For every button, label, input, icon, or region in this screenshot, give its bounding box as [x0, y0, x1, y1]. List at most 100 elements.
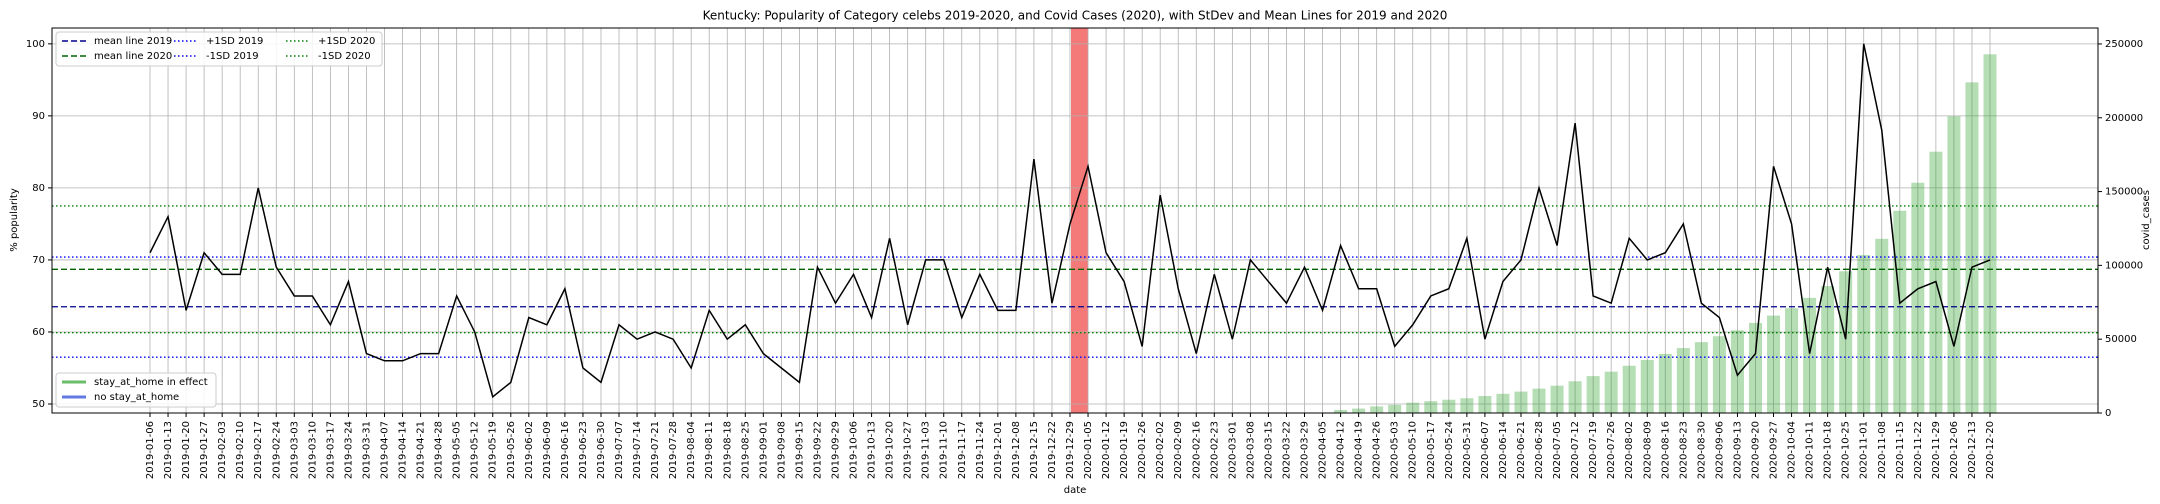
x-tick-label: 2019-06-30 — [596, 421, 607, 479]
x-tick-label: 2020-05-17 — [1426, 421, 1437, 479]
x-tick-label: 2020-10-04 — [1787, 421, 1798, 479]
x-tick-label: 2019-07-21 — [650, 421, 661, 479]
bar — [1568, 381, 1582, 413]
y2-tick-label: 200000 — [2105, 113, 2143, 124]
x-tick-label: 2019-12-15 — [1029, 421, 1040, 479]
bar — [1947, 116, 1961, 413]
legend-box — [55, 31, 383, 67]
x-tick-label: 2019-03-17 — [325, 421, 336, 479]
x-tick-label: 2019-11-03 — [921, 421, 932, 479]
x-tick-label: 2020-12-20 — [1985, 421, 1996, 479]
x-axis-label: date — [1064, 485, 1087, 496]
legend: mean line 2019 mean line 2020 +1SD 2019 -1S… — [55, 31, 383, 67]
x-tick-label: 2019-12-29 — [1065, 421, 1076, 479]
legend-box — [55, 372, 217, 408]
y2-tick-label: 250000 — [2105, 39, 2143, 50]
x-tick-label: 2020-07-05 — [1552, 421, 1563, 479]
chart-title: Kentucky: Popularity of Category celebs … — [703, 9, 1448, 23]
x-tick-label: 2020-03-15 — [1263, 421, 1274, 479]
x-tick-label: 2019-04-28 — [434, 421, 445, 479]
x-tick-label: 2019-05-26 — [506, 421, 517, 479]
x-tick-label: 2019-08-11 — [704, 421, 715, 479]
bar — [1352, 408, 1366, 413]
x-tick-label: 2020-07-19 — [1588, 421, 1599, 479]
x-tick-label: 2020-06-07 — [1480, 421, 1491, 479]
x-tick-label: 2019-11-17 — [957, 421, 968, 479]
bar — [1370, 406, 1384, 413]
y-tick-label: 50 — [32, 399, 45, 410]
y2-tick-label: 0 — [2105, 408, 2111, 419]
x-tick-label: 2020-07-12 — [1570, 421, 1581, 479]
x-tick-label: 2020-06-21 — [1516, 421, 1527, 479]
x-tick-label: 2019-11-24 — [975, 421, 986, 479]
bar — [1622, 365, 1636, 413]
x-tick-label: 2019-09-01 — [758, 421, 769, 479]
y2-tick-label: 50000 — [2105, 334, 2137, 345]
x-tick-label: 2020-11-08 — [1877, 421, 1888, 479]
bar — [1911, 182, 1925, 413]
x-tick-label: 2019-10-13 — [867, 421, 878, 479]
x-tick-label: 2020-05-03 — [1390, 421, 1401, 479]
x-tick-label: 2020-08-02 — [1624, 421, 1635, 479]
bar — [1767, 315, 1781, 413]
x-tick-label: 2019-09-15 — [794, 421, 805, 479]
x-tick-label: 2020-05-10 — [1408, 421, 1419, 479]
x-tick-label: 2019-06-02 — [524, 421, 535, 479]
line — [149, 43, 1991, 399]
y2-axis-label: covid_cases — [2141, 190, 2152, 250]
x-tick-label: 2019-05-12 — [470, 421, 481, 479]
bar — [1748, 322, 1762, 413]
legend-label: +1SD 2020 — [318, 36, 375, 47]
x-tick-label: 2020-08-30 — [1696, 421, 1707, 479]
x-tick-label: 2019-06-23 — [578, 421, 589, 479]
x-tick-label: 2020-09-06 — [1714, 421, 1725, 479]
x-tick-label: 2020-02-09 — [1173, 421, 1184, 479]
x-tick-label: 2019-10-20 — [885, 421, 896, 479]
x-tick-label: 2019-01-06 — [145, 421, 156, 479]
x-tick-label: 2020-01-12 — [1101, 421, 1112, 479]
bar — [1640, 359, 1654, 413]
x-tick-label: 2020-04-26 — [1372, 421, 1383, 479]
legend-label: stay_at_home in effect — [94, 377, 208, 388]
x-tick-label: 2019-05-19 — [488, 421, 499, 479]
x-tick-label: 2019-12-22 — [1047, 421, 1058, 479]
x-tick-label: 2020-09-13 — [1732, 421, 1743, 479]
x-tick-label: 2019-10-27 — [903, 421, 914, 479]
bar — [1712, 336, 1726, 413]
x-tick-label: 2019-09-08 — [776, 421, 787, 479]
x-tick-label: 2019-08-25 — [740, 421, 751, 479]
x-tick-label: 2019-02-10 — [235, 421, 246, 479]
x-tick-label: 2019-01-20 — [181, 421, 192, 479]
x-tick-label: 2019-02-03 — [217, 421, 228, 479]
x-tick-label: 2020-08-09 — [1642, 421, 1653, 479]
x-tick-label: 2019-06-16 — [560, 421, 571, 479]
x-tick-label: 2019-03-10 — [307, 421, 318, 479]
x-tick-label: 2020-11-29 — [1931, 421, 1942, 479]
x-tick-label: 2020-01-26 — [1137, 421, 1148, 479]
x-tick-label: 2019-01-27 — [199, 421, 210, 479]
bar — [1893, 210, 1907, 413]
x-tick-label: 2019-03-31 — [361, 421, 372, 479]
x-tick-label: 2019-01-13 — [163, 421, 174, 479]
x-tick-label: 2020-02-02 — [1155, 421, 1166, 479]
legend-label: mean line 2019 — [94, 36, 172, 47]
y-tick-label: 80 — [32, 183, 45, 194]
y-axis-label: % popularity — [9, 188, 20, 252]
x-tick-label: 2019-08-04 — [686, 421, 697, 479]
legend-label: no stay_at_home — [94, 392, 179, 403]
plot-frame — [51, 27, 2099, 414]
legend: stay_at_home in effect no stay_at_home — [55, 372, 217, 408]
legend-label: mean line 2020 — [94, 51, 172, 62]
bar — [1839, 271, 1853, 413]
x-tick-label: 2020-08-23 — [1678, 421, 1689, 479]
x-tick-label: 2019-09-29 — [830, 421, 841, 479]
x-tick-label: 2019-05-05 — [452, 421, 463, 479]
bar — [1550, 385, 1564, 413]
bar — [1676, 348, 1690, 413]
x-tick-label: 2020-06-28 — [1534, 421, 1545, 479]
bar — [1424, 401, 1438, 413]
bar — [1785, 308, 1799, 413]
legend-label: -1SD 2019 — [206, 51, 259, 62]
bar — [1442, 399, 1456, 413]
